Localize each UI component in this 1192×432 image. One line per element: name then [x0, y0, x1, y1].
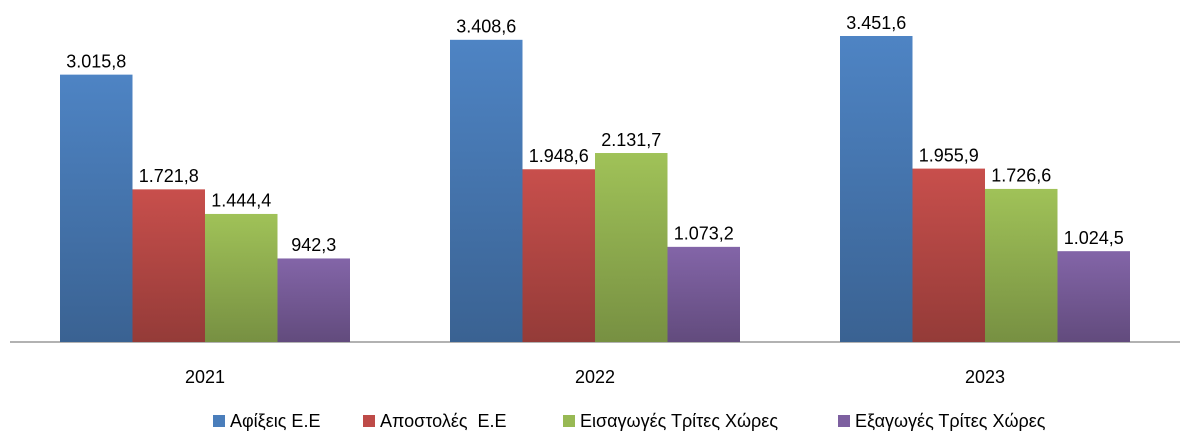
data-label: 3.015,8 — [66, 51, 126, 71]
data-label: 2.131,7 — [601, 130, 661, 150]
data-label: 1.024,5 — [1064, 228, 1124, 248]
bar — [1057, 251, 1130, 342]
legend-label: Αποστολές Ε.Ε — [380, 411, 507, 431]
data-label: 1.955,9 — [919, 145, 979, 165]
data-label: 1.444,4 — [211, 191, 271, 211]
data-label: 3.451,6 — [846, 13, 906, 33]
data-label: 3.408,6 — [456, 17, 516, 37]
legend-label: Αφίξεις Ε.Ε — [230, 411, 320, 431]
data-label: 1.948,6 — [529, 146, 589, 166]
bar — [450, 39, 523, 343]
data-label: 1.721,8 — [139, 166, 199, 186]
bar — [60, 74, 133, 342]
bar — [840, 36, 913, 342]
bar — [522, 169, 595, 342]
data-label: 1.726,6 — [991, 166, 1051, 186]
legend-label: Εξαγωγές Τρίτες Χώρες — [855, 411, 1046, 431]
bar — [205, 213, 278, 342]
legend-swatch — [363, 415, 375, 427]
bar — [912, 168, 985, 342]
x-tick-label: 2021 — [185, 367, 225, 387]
legend-swatch — [838, 415, 850, 427]
legend-label: Εισαγωγές Τρίτες Χώρες — [580, 411, 778, 431]
x-tick-label: 2022 — [575, 367, 615, 387]
bar — [132, 189, 205, 342]
bar — [277, 258, 350, 342]
legend-swatch — [563, 415, 575, 427]
x-tick-label: 2023 — [965, 367, 1005, 387]
bar — [985, 188, 1058, 342]
bar — [667, 246, 740, 342]
data-label: 1.073,2 — [674, 224, 734, 244]
data-label: 942,3 — [291, 235, 336, 255]
legend-swatch — [213, 415, 225, 427]
bar — [595, 153, 668, 342]
